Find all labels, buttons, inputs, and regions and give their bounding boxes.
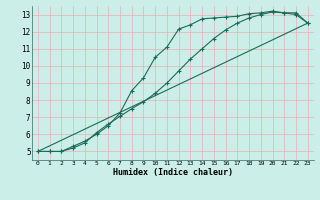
X-axis label: Humidex (Indice chaleur): Humidex (Indice chaleur) bbox=[113, 168, 233, 177]
